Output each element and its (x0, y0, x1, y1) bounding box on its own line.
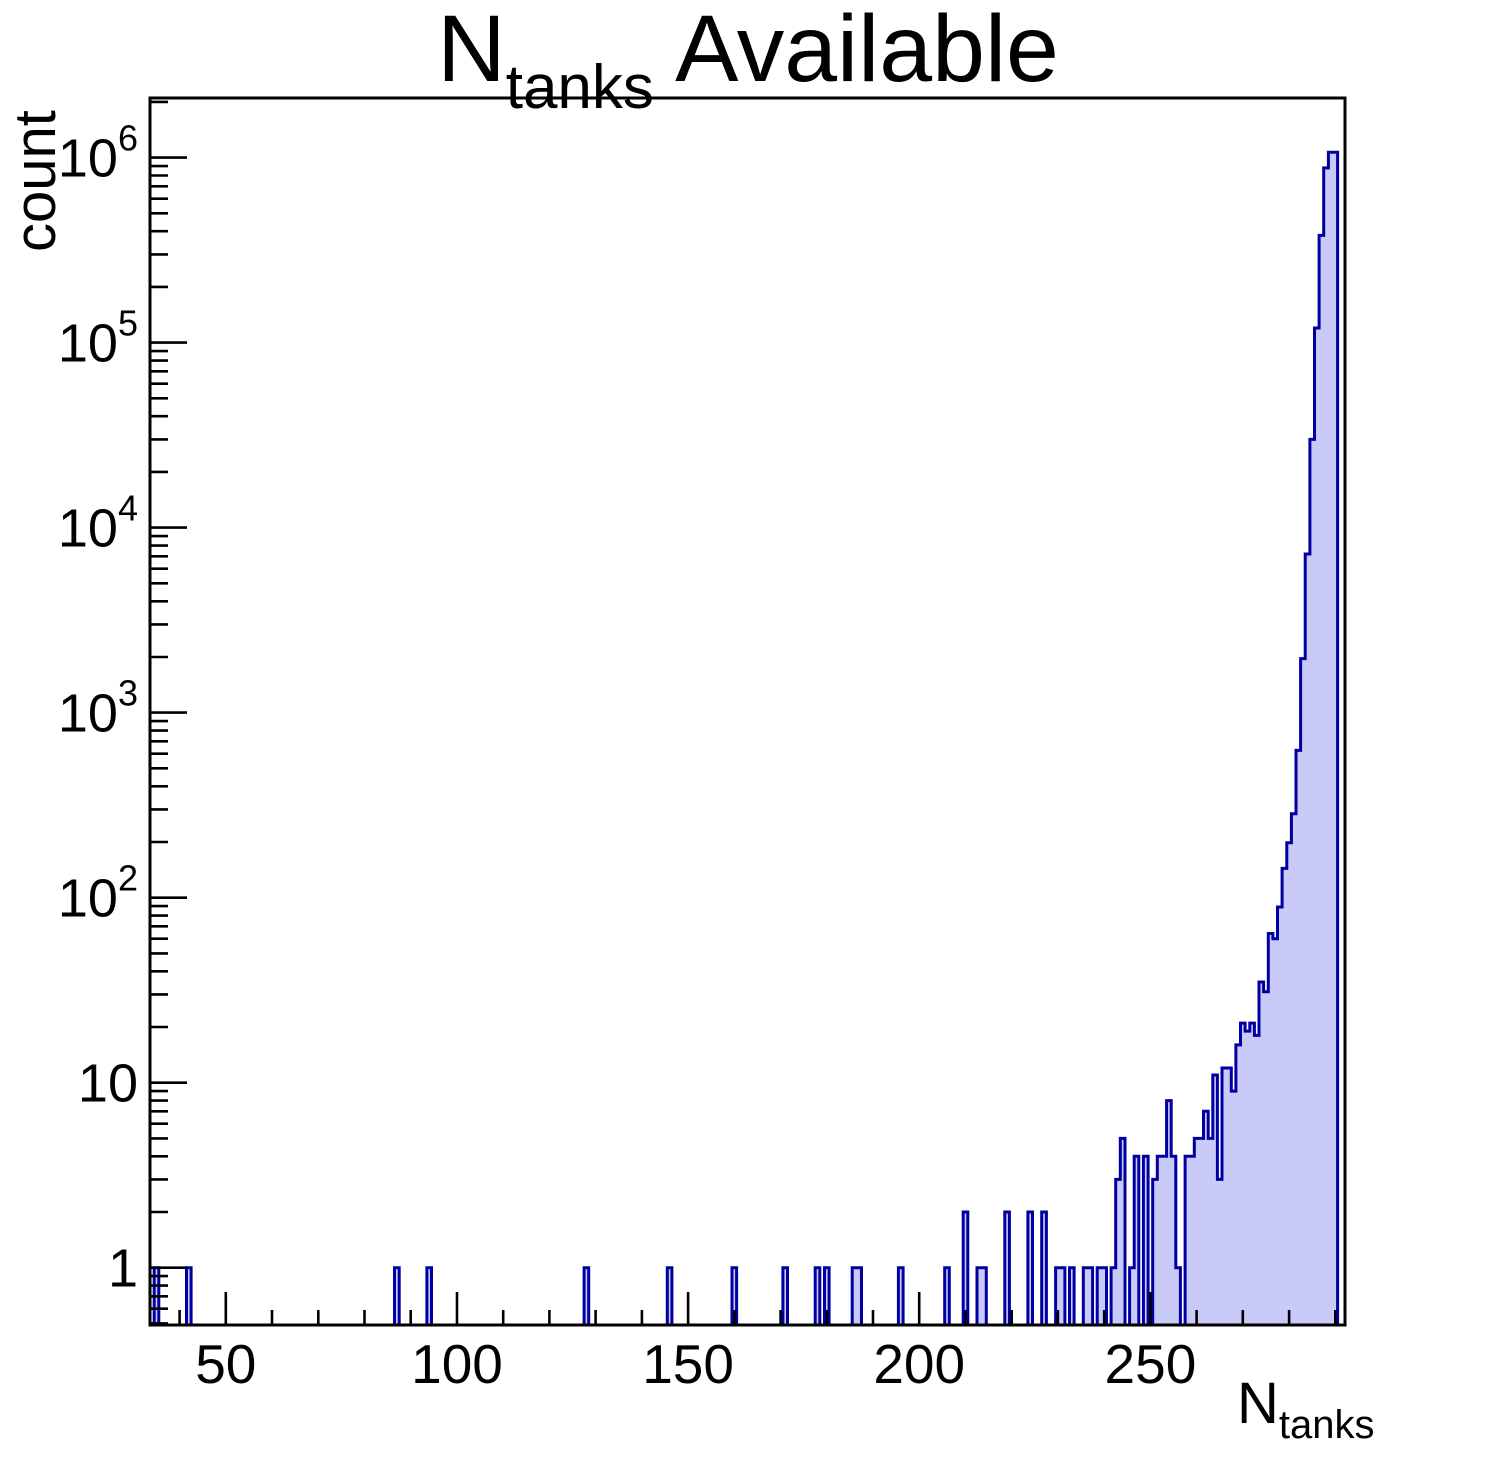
y-tick-label: 104 (58, 488, 138, 559)
x-axis-title: Ntanks (1237, 1375, 1375, 1446)
y-tick-label: 105 (58, 303, 138, 374)
x-axis-title-subscript: tanks (1278, 1403, 1375, 1447)
chart-title-main: N (437, 0, 506, 102)
histogram-series (150, 150, 1345, 1327)
chart-title-subscript: tanks (505, 53, 654, 122)
y-tick-label: 1 (108, 1239, 138, 1299)
x-axis-title-main: N (1237, 1371, 1279, 1436)
y-tick-label: 103 (58, 673, 138, 744)
y-axis-title: count (3, 110, 68, 252)
axis-ticks (150, 100, 1337, 1325)
x-tick-label: 150 (642, 1333, 734, 1395)
x-tick-label: 200 (873, 1333, 965, 1395)
y-tick-label: 106 (58, 118, 138, 189)
generated-plot-content: 50 100 150 200 250 1 10 102 103 104 105 106 (58, 96, 1347, 1395)
axis-tick-labels: 50 100 150 200 250 1 10 102 103 104 105 106 (58, 118, 1196, 1395)
y-tick-label: 10 (78, 1054, 138, 1114)
x-tick-label: 100 (411, 1333, 503, 1395)
y-tick-label: 102 (58, 858, 138, 929)
x-tick-label: 250 (1105, 1333, 1197, 1395)
chart-title-suffix: Available (653, 0, 1059, 102)
chart-title: Ntanks Available (0, 2, 1496, 119)
x-tick-label: 50 (195, 1333, 256, 1395)
